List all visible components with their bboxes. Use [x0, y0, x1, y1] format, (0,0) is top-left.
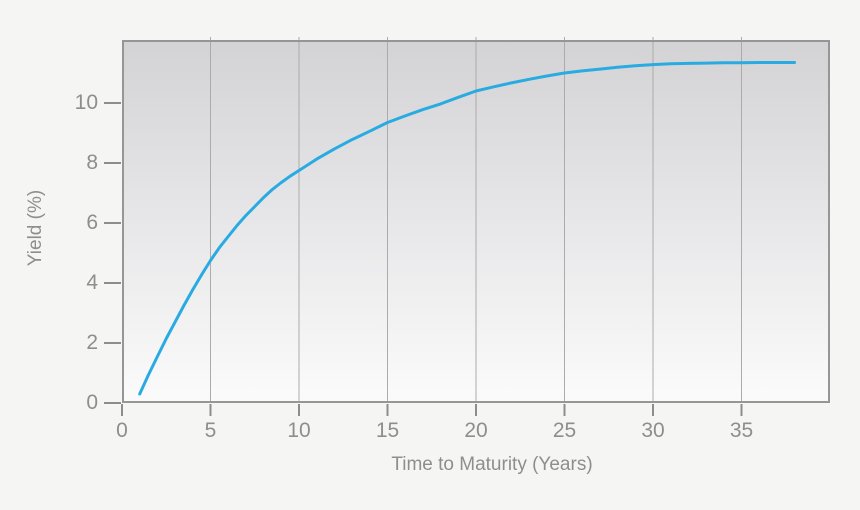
y-tick-label: 8: [86, 151, 98, 174]
x-tick-label: 30: [641, 419, 665, 442]
yield-curve-line: [138, 61, 797, 396]
y-tick-label: 0: [86, 391, 98, 414]
yield-curve-series: [138, 61, 797, 396]
x-axis-title: Time to Maturity (Years): [391, 454, 593, 475]
axis-tick-marks: [104, 102, 743, 416]
x-tick-label: 0: [116, 419, 128, 442]
x-tick-label: 5: [204, 419, 217, 442]
x-tick-label: 25: [552, 419, 577, 442]
x-tick-label: 20: [464, 419, 488, 442]
x-tick-label: 35: [729, 419, 754, 442]
y-tick-label: 6: [86, 211, 98, 234]
gridlines: [210, 37, 742, 402]
plot-frame: [122, 40, 830, 403]
y-tick-label: 4: [86, 271, 98, 294]
x-tick-label: 10: [287, 419, 311, 442]
y-tick-label: 2: [86, 331, 98, 354]
y-axis-title: Yield (%): [25, 189, 46, 267]
y-tick-label: 10: [74, 91, 98, 114]
plot-border: [122, 40, 830, 403]
x-tick-label: 15: [375, 419, 400, 442]
